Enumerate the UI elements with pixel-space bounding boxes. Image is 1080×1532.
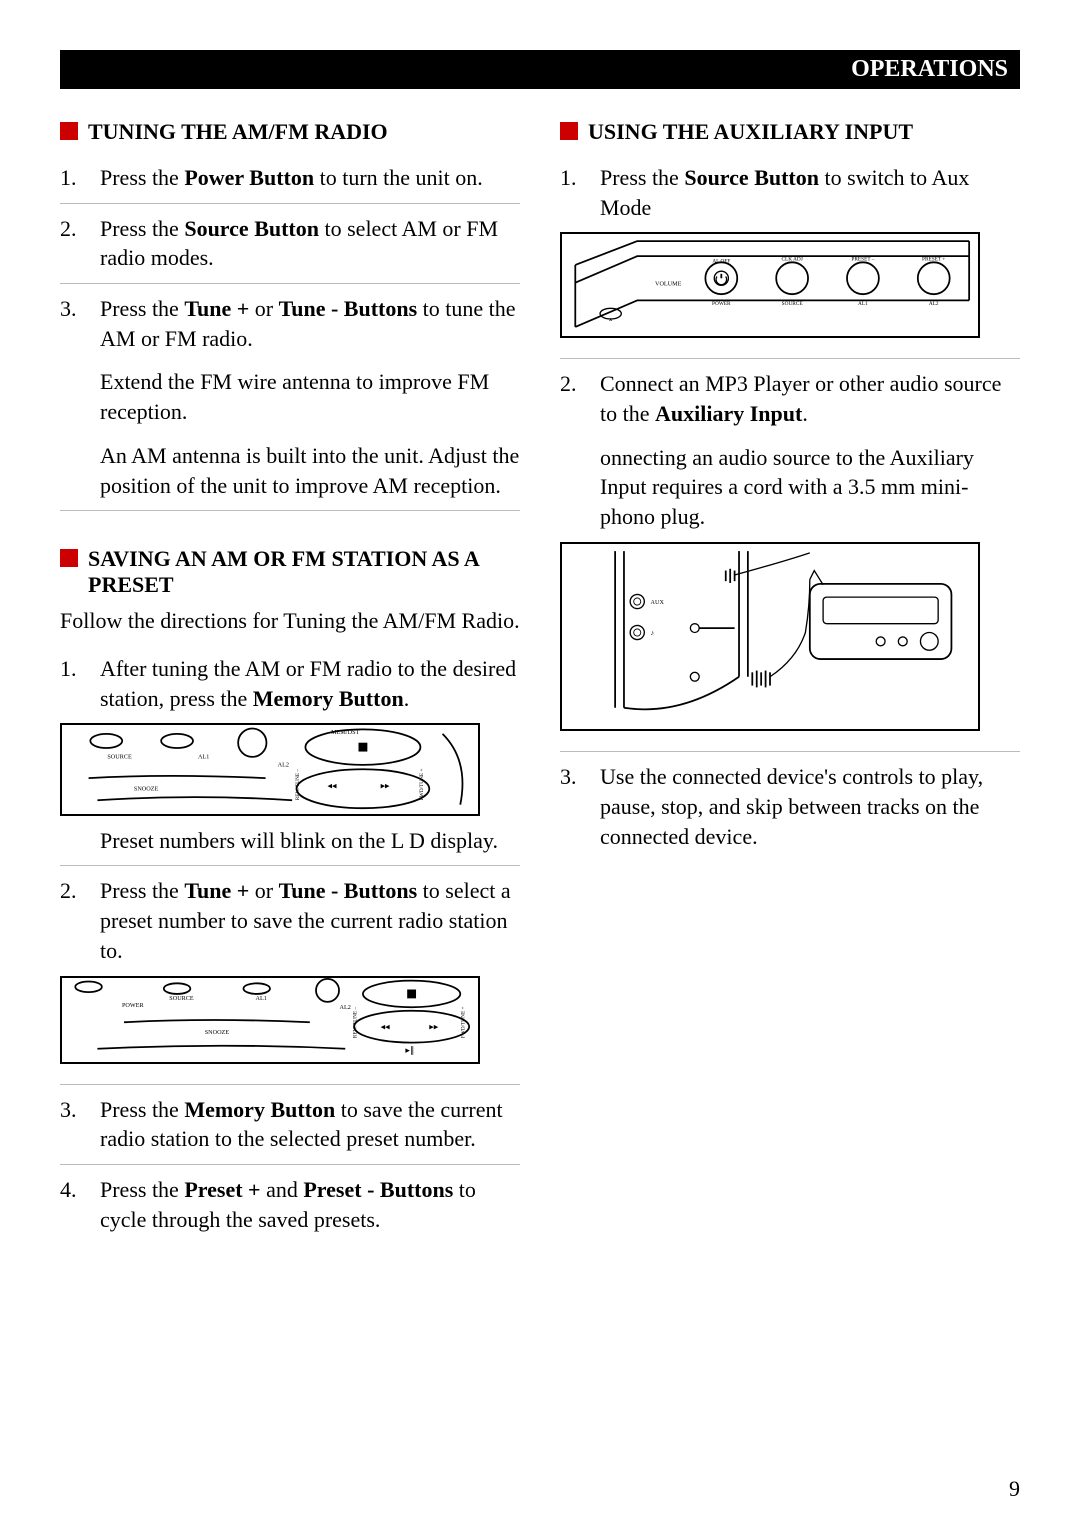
section-aux-input: USING THE AUXILIARY INPUT Press the Sour… xyxy=(560,119,1020,862)
content-columns: TUNING THE AM/FM RADIO Press the Power B… xyxy=(60,119,1020,1279)
steps-list: Press the Source Button to switch to Aux… xyxy=(560,153,1020,862)
bullet-icon xyxy=(60,122,78,140)
svg-text:PRESET –: PRESET – xyxy=(851,257,874,263)
svg-text:AL OFF: AL OFF xyxy=(712,259,730,265)
after-diagram-text: Preset numbers will blink on the L D dis… xyxy=(100,826,520,856)
section-title-text: SAVING AN AM OR FM STATION AS A PRESET xyxy=(88,546,520,598)
diagram-controls-1: SOURCE AL1 AL2 SNOOZE MEM/DST ◂◂ ▸▸ xyxy=(60,723,480,816)
svg-text:FWD/TUNE +: FWD/TUNE + xyxy=(419,769,425,801)
svg-text:MEM/DST: MEM/DST xyxy=(331,729,359,736)
svg-text:♪: ♪ xyxy=(651,629,655,637)
svg-text:SOURCE: SOURCE xyxy=(107,754,132,761)
steps-list: Press the Power Button to turn the unit … xyxy=(60,153,520,511)
section-intro: Follow the directions for Tuning the AM/… xyxy=(60,606,520,636)
svg-text:SOURCE: SOURCE xyxy=(782,301,803,307)
svg-text:AL2: AL2 xyxy=(278,762,289,769)
header-bar: OPERATIONS xyxy=(60,50,1020,89)
svg-text:AL1: AL1 xyxy=(858,301,868,307)
steps-list: After tuning the AM or FM radio to the d… xyxy=(60,644,520,1244)
svg-text:▸▸: ▸▸ xyxy=(429,1021,438,1031)
bullet-icon xyxy=(560,122,578,140)
svg-text:POWER: POWER xyxy=(122,1002,145,1009)
diagram-aux-connection: AUX ♪ xyxy=(560,542,980,732)
svg-text:VOLUME: VOLUME xyxy=(655,281,682,288)
svg-text:▸▸: ▸▸ xyxy=(381,781,390,791)
list-item: Press the Tune + or Tune - Buttons to tu… xyxy=(60,284,520,511)
svg-text:◂◂: ◂◂ xyxy=(328,781,337,791)
svg-text:REW/TUNE –: REW/TUNE – xyxy=(295,769,301,801)
sub-paragraph: Extend the FM wire antenna to improve FM… xyxy=(100,367,520,426)
section-title-text: USING THE AUXILIARY INPUT xyxy=(588,119,913,145)
section-title: TUNING THE AM/FM RADIO xyxy=(60,119,520,145)
left-column: TUNING THE AM/FM RADIO Press the Power B… xyxy=(60,119,520,1279)
list-item: Use the connected device's controls to p… xyxy=(560,752,1020,861)
section-saving-preset: SAVING AN AM OR FM STATION AS A PRESET F… xyxy=(60,546,520,1244)
sub-paragraph: onnecting an audio source to the Auxilia… xyxy=(600,443,1020,532)
section-title-text: TUNING THE AM/FM RADIO xyxy=(88,119,388,145)
list-item: Press the Tune + or Tune - Buttons to se… xyxy=(60,866,520,1084)
diagram-controls-2: POWER SOURCE AL1 AL2 SNOOZE xyxy=(60,976,480,1064)
section-title: SAVING AN AM OR FM STATION AS A PRESET xyxy=(60,546,520,598)
list-item: Press the Power Button to turn the unit … xyxy=(60,153,520,204)
page-number: 9 xyxy=(1009,1476,1020,1502)
list-item: Press the Source Button to switch to Aux… xyxy=(560,153,1020,359)
diagram-top-panel: ⌃ VOLUME AL OFF POWER CLK ADJ SOURCE xyxy=(560,232,980,338)
list-item: After tuning the AM or FM radio to the d… xyxy=(60,644,520,867)
svg-text:AUX: AUX xyxy=(651,599,665,606)
right-column: USING THE AUXILIARY INPUT Press the Sour… xyxy=(560,119,1020,1279)
bullet-icon xyxy=(60,549,78,567)
svg-text:AL2: AL2 xyxy=(929,301,939,307)
svg-text:FWD/TUNE +: FWD/TUNE + xyxy=(461,1006,467,1038)
svg-text:AL1: AL1 xyxy=(198,754,209,761)
section-tuning-radio: TUNING THE AM/FM RADIO Press the Power B… xyxy=(60,119,520,511)
svg-text:CLK ADJ: CLK ADJ xyxy=(781,257,802,263)
svg-text:AL2: AL2 xyxy=(340,1003,351,1010)
list-item: Press the Memory Button to save the curr… xyxy=(60,1085,520,1165)
list-item: Press the Preset + and Preset - Buttons … xyxy=(60,1165,520,1244)
svg-text:POWER: POWER xyxy=(712,301,731,307)
sub-paragraph: An AM antenna is built into the unit. Ad… xyxy=(100,441,520,500)
section-title: USING THE AUXILIARY INPUT xyxy=(560,119,1020,145)
svg-text:SNOOZE: SNOOZE xyxy=(134,786,159,793)
svg-text:⌃: ⌃ xyxy=(608,319,614,327)
svg-text:◂◂: ◂◂ xyxy=(381,1021,390,1031)
svg-text:PRESET +: PRESET + xyxy=(922,257,945,263)
svg-text:▸∥: ▸∥ xyxy=(405,1045,414,1055)
svg-text:SOURCE: SOURCE xyxy=(169,995,194,1002)
svg-text:AL1: AL1 xyxy=(255,995,266,1002)
svg-text:REW/TUNE –: REW/TUNE – xyxy=(353,1006,359,1038)
list-item: Press the Source Button to select AM or … xyxy=(60,204,520,284)
list-item: Connect an MP3 Player or other audio sou… xyxy=(560,359,1020,752)
svg-text:SNOOZE: SNOOZE xyxy=(205,1028,230,1035)
